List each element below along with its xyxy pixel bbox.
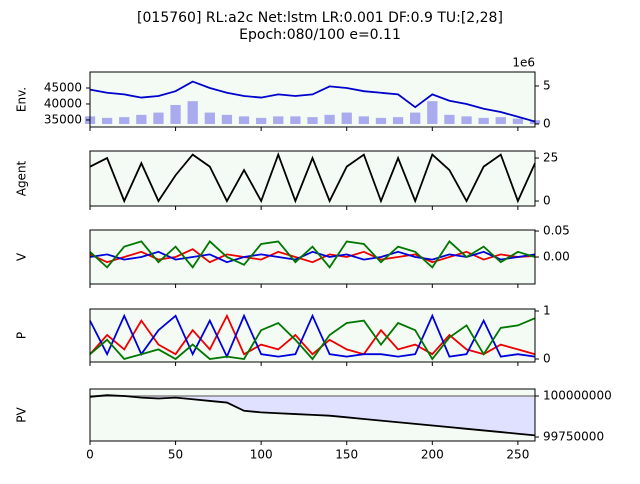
- series-line: [89, 152, 536, 204]
- y-tick-label: 0.05: [543, 224, 570, 238]
- volume-bar: [410, 112, 421, 124]
- volume-bar: [273, 116, 284, 124]
- x-tick-label: 200: [421, 448, 444, 462]
- volume-bar: [238, 116, 250, 124]
- y-tick-label: 99750000: [543, 429, 604, 443]
- x-tick-label: 150: [335, 448, 358, 462]
- volume-bar: [461, 116, 472, 124]
- axes-frame: [89, 150, 536, 207]
- volume-bar: [358, 116, 369, 124]
- y-axis-label: PV: [15, 406, 29, 422]
- y2-offset-label: 1e6: [512, 56, 535, 70]
- chart-subtitle: Epoch:080/100 e=0.11: [239, 27, 401, 43]
- series-line: [89, 80, 536, 123]
- axes-frame: [89, 71, 536, 128]
- volume-bar: [478, 117, 489, 124]
- y-tick-label: 45000: [44, 80, 82, 94]
- axes-frame: [89, 308, 536, 363]
- volume-bar: [392, 117, 404, 124]
- y-tick-label: 0.00: [543, 250, 570, 264]
- volume-bar: [290, 116, 301, 124]
- y-tick-label: 100000000: [543, 389, 612, 403]
- volume-bar: [256, 117, 267, 124]
- series-line: [89, 313, 536, 359]
- volume-bar: [512, 118, 524, 124]
- volume-bar: [324, 114, 335, 124]
- series-line: [89, 394, 536, 437]
- series-line: [89, 317, 536, 361]
- series-line: [89, 240, 536, 269]
- y-tick-label: 0: [543, 194, 551, 208]
- axes-frame: [89, 388, 536, 442]
- y-axis-label: P: [15, 332, 29, 339]
- volume-bar: [427, 101, 438, 124]
- series-line: [89, 248, 536, 264]
- y2-tick-label: 0: [543, 116, 551, 130]
- x-tick-label: 100: [250, 448, 273, 462]
- volume-bar: [444, 114, 455, 124]
- volume-bar: [307, 117, 318, 124]
- y2-tick-label: 5: [543, 78, 551, 92]
- y-tick-label: 0: [543, 352, 551, 366]
- volume-bar: [153, 112, 164, 124]
- volume-bar: [136, 114, 147, 124]
- y-tick-label: 40000: [44, 96, 82, 110]
- volume-bar: [187, 101, 198, 124]
- y-axis-label: Agent: [15, 160, 29, 196]
- volume-bar: [204, 112, 215, 124]
- volume-bar: [101, 117, 113, 124]
- series-line: [89, 313, 536, 356]
- y-tick-label: 1: [543, 304, 551, 318]
- y-tick-label: 35000: [44, 112, 82, 126]
- volume-bar: [375, 117, 387, 124]
- x-tick-label: 50: [168, 448, 183, 462]
- y-axis-label: Env.: [15, 87, 29, 112]
- x-tick-label: 250: [506, 448, 529, 462]
- volume-bar: [170, 104, 181, 124]
- series-line: [89, 250, 536, 264]
- y-axis-label: V: [15, 252, 29, 261]
- volume-bar: [119, 117, 130, 124]
- volume-bar: [495, 117, 506, 124]
- volume-bar: [341, 112, 352, 124]
- volume-bar: [221, 114, 233, 124]
- x-tick-label: 0: [86, 448, 94, 462]
- area-fill: [90, 395, 535, 436]
- chart-title: [015760] RL:a2c Net:lstm LR:0.001 DF:0.9…: [137, 10, 503, 26]
- y-tick-label: 25: [543, 151, 558, 165]
